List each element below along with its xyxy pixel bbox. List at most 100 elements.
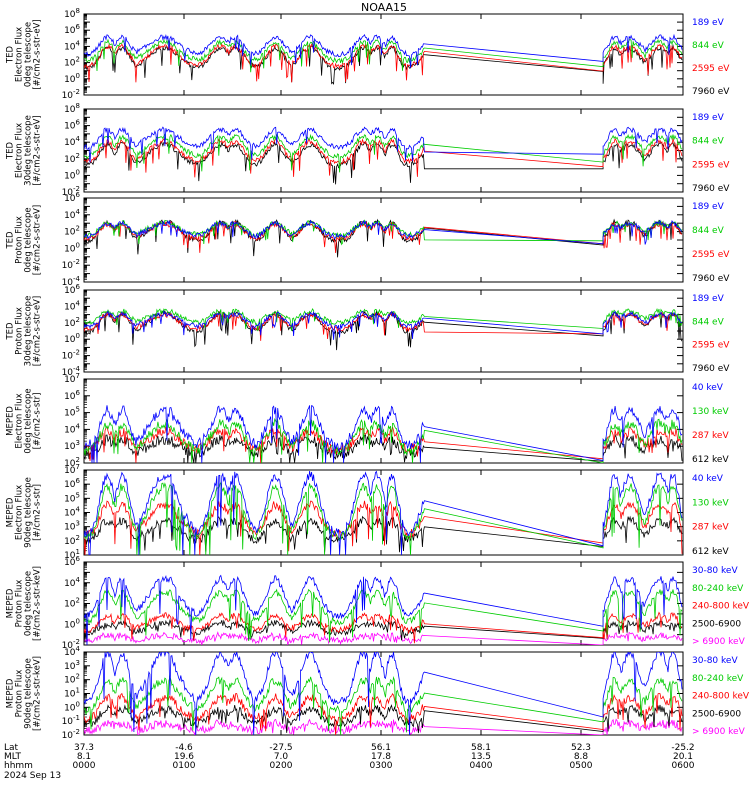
ylabel-line: MEPED — [6, 497, 16, 527]
ylabel-line: 0deg telescope — [24, 571, 34, 636]
legend-entry: 2595 eV — [692, 64, 730, 74]
ylabel-line: TED — [6, 141, 16, 160]
y-tick-label: 10-2 — [62, 728, 80, 741]
y-tick-label: 106 — [64, 555, 80, 568]
panel-5: 107 106 105 104 103 102 MEPEDElectron Flux0deg… — [6, 372, 730, 469]
series-trace-2 — [84, 704, 683, 734]
ylabel-line: 0deg telescope — [24, 207, 34, 272]
y-tick-label: 106 — [64, 119, 80, 132]
y-tick-label: 102 — [64, 597, 80, 610]
legend-entry: 7960 eV — [692, 364, 730, 374]
y-tick-label: 104 — [64, 299, 80, 312]
legend-entry: 30-80 keV — [692, 656, 738, 666]
y-tick-label: 102 — [64, 316, 80, 329]
legend-entry: 189 eV — [692, 202, 725, 212]
y-tick-label: 10-2 — [62, 185, 80, 198]
legend-entry: > 6900 keV — [692, 727, 746, 737]
y-tick-label: 106 — [64, 283, 80, 296]
footer-hhmm-value: 0200 — [270, 761, 293, 771]
y-tick-label: 102 — [64, 56, 80, 69]
footer-hhmm-value: 0300 — [370, 761, 393, 771]
ylabel-line: MEPED — [6, 678, 16, 708]
footer-hhmm-value: 0500 — [570, 761, 593, 771]
legend-entry: 612 keV — [692, 455, 729, 465]
ylabel-line: TED — [6, 322, 16, 341]
legend-entry: 189 eV — [692, 294, 725, 304]
y-tick-label: 10-1 — [62, 714, 80, 727]
y-tick-label: 101 — [64, 548, 80, 561]
panel-frame — [83, 289, 684, 373]
y-tick-label: 105 — [64, 491, 80, 504]
footer-row-label: MLT — [4, 752, 22, 762]
footer-mlt-value: 19.6 — [174, 752, 194, 762]
legend-entry: 844 eV — [692, 226, 725, 236]
footer-row-label: 2024 Sep 13 — [4, 771, 61, 781]
legend-entry: 189 eV — [692, 18, 725, 28]
footer-mlt-value: 8.1 — [77, 752, 91, 762]
legend-entry: 189 eV — [692, 113, 725, 123]
legend-entry: 2595 eV — [692, 250, 730, 260]
panel-ylabel: TEDProton Flux30deg telescope[#/cm2-s-st… — [6, 296, 43, 367]
y-tick-label: 104 — [64, 645, 80, 658]
footer-hhmm-value: 0000 — [73, 761, 96, 771]
footer-lat-value: 37.3 — [74, 743, 94, 753]
panel-3: 106 104 102 100 10-2 10-4 TEDProton Flux0deg t… — [6, 191, 731, 288]
legend-entry: 130 keV — [692, 498, 729, 508]
y-tick-label: 104 — [64, 506, 80, 519]
footer-hhmm-value: 0100 — [173, 761, 196, 771]
legend-entry: 80-240 keV — [692, 674, 744, 684]
footer-lat-value: -27.5 — [269, 743, 292, 753]
ylabel-line: Proton Flux — [15, 670, 25, 718]
y-tick-label: 101 — [64, 687, 80, 700]
ylabel-line: [#/cm2-s-str-eV] — [33, 296, 43, 366]
series-trace-1 — [84, 433, 683, 463]
ylabel-line: MEPED — [6, 588, 16, 618]
ylabel-line: [#/cm2-s-str] — [33, 393, 43, 450]
series-trace-4 — [84, 219, 683, 245]
legend-entry: 844 eV — [692, 317, 725, 327]
legend-entry: 240-800 keV — [692, 602, 750, 612]
legend-entry: 844 eV — [692, 137, 725, 147]
legend-entry: 612 keV — [692, 547, 729, 557]
ylabel-line: 30deg telescope — [24, 296, 34, 367]
panel-ylabel: MEPEDElectron Flux90deg telescope[#/cm2-… — [6, 477, 43, 548]
series-trace-4 — [84, 675, 683, 735]
y-tick-label: 106 — [64, 477, 80, 490]
y-tick-label: 100 — [64, 241, 80, 254]
y-tick-label: 10-2 — [62, 638, 80, 651]
legend-entry: 7960 eV — [692, 274, 730, 284]
panel-ylabel: TEDProton Flux0deg telescope[#/cm2-s-str… — [6, 205, 43, 275]
legend-entry: > 6900 keV — [692, 637, 746, 647]
ylabel-line: Proton Flux — [15, 307, 25, 355]
footer-row-label: hhmm — [4, 761, 33, 771]
panel-ylabel: MEPEDElectron Flux0deg telescope[#/cm2-s… — [6, 388, 43, 453]
series-trace-1 — [84, 718, 683, 735]
series-trace-4 — [84, 126, 683, 163]
footer-mlt-value: 7.0 — [274, 752, 289, 762]
y-tick-label: 106 — [64, 23, 80, 36]
ylabel-line: Electron Flux — [15, 485, 25, 540]
ylabel-line: Electron Flux — [15, 27, 25, 82]
ylabel-line: [#/cm2-s-str-eV] — [33, 115, 43, 185]
ylabel-line: MEPED — [6, 406, 16, 436]
ylabel-line: 90deg telescope — [24, 658, 34, 729]
footer-lat-value: 56.1 — [371, 743, 391, 753]
series-trace-1 — [84, 631, 683, 645]
y-tick-label: 107 — [64, 372, 80, 385]
ylabel-line: TED — [6, 45, 16, 64]
ylabel-line: Proton Flux — [15, 216, 25, 264]
ylabel-line: Electron Flux — [15, 123, 25, 178]
chart-title: NOAA15 — [361, 1, 407, 14]
legend-entry: 287 keV — [692, 523, 729, 533]
ylabel-line: 90deg telescope — [24, 477, 34, 548]
legend-entry: 80-240 keV — [692, 584, 744, 594]
legend-entry: 130 keV — [692, 407, 729, 417]
ylabel-line: Electron Flux — [15, 393, 25, 448]
y-tick-label: 104 — [64, 576, 80, 589]
series-trace-4 — [84, 404, 683, 463]
y-tick-label: 106 — [64, 191, 80, 204]
panel-1: 108 106 104 102 100 10-2 TEDElectron Flux0deg … — [6, 7, 731, 101]
y-tick-label: 10-4 — [62, 275, 81, 288]
panel-2: 108 106 104 102 100 10-2 TEDElectron Flux30deg… — [6, 102, 731, 198]
series-trace-4 — [84, 470, 683, 555]
